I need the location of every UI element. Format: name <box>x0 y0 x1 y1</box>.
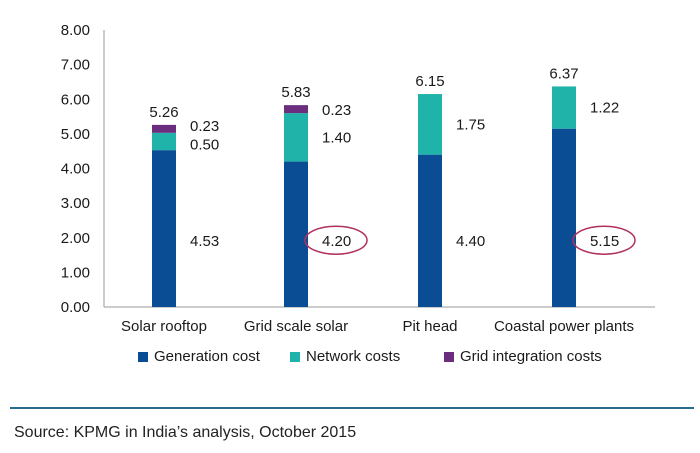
generation-cost-label: 4.20 <box>322 233 351 250</box>
bar-segment <box>284 105 308 114</box>
source-note: Source: KPMG in India’s analysis, Octobe… <box>14 424 357 441</box>
y-tick-label: 2.00 <box>61 230 90 247</box>
y-tick-label: 6.00 <box>61 91 90 108</box>
legend-swatch <box>444 352 454 362</box>
legend-label: Network costs <box>306 348 400 365</box>
total-label: 5.83 <box>281 84 310 101</box>
grid-integration-cost-label: 0.23 <box>322 102 351 119</box>
total-label: 6.15 <box>415 73 444 90</box>
legend-swatch <box>138 352 148 362</box>
bar-segment <box>418 154 442 307</box>
generation-cost-label: 4.40 <box>456 233 485 250</box>
x-category-label: Grid scale solar <box>244 318 348 335</box>
generation-cost-label: 4.53 <box>190 233 219 250</box>
x-category-label: Solar rooftop <box>121 318 207 335</box>
highlight-circle <box>304 225 368 255</box>
bar-segment <box>552 128 576 307</box>
y-tick-label: 5.00 <box>61 126 90 143</box>
network-cost-label: 1.40 <box>322 129 351 146</box>
y-tick-label: 0.00 <box>61 299 90 316</box>
y-tick-label: 1.00 <box>61 264 90 281</box>
bar-segment <box>284 113 308 162</box>
y-tick-label: 3.00 <box>61 195 90 212</box>
stacked-bar-chart: 0.00 1.00 2.00 3.00 4.00 5.00 6.00 7.00 8.00 Sola… <box>61 22 655 365</box>
total-label: 6.37 <box>549 65 578 82</box>
network-cost-label: 0.50 <box>190 136 219 153</box>
network-cost-label: 1.75 <box>456 116 485 133</box>
bar-segment <box>552 86 576 129</box>
y-tick-label: 7.00 <box>61 57 90 74</box>
y-tick-label: 8.00 <box>61 22 90 39</box>
grid-integration-cost-label: 0.23 <box>190 118 219 135</box>
highlight-circle <box>572 225 636 255</box>
total-label: 5.26 <box>149 104 178 121</box>
legend-label: Grid integration costs <box>460 348 602 365</box>
legend-label: Generation cost <box>154 348 261 365</box>
bar-segment <box>418 94 442 155</box>
y-tick-label: 4.00 <box>61 161 90 178</box>
x-category-label: Pit head <box>402 318 457 335</box>
source-divider <box>10 407 694 409</box>
x-category-label: Coastal power plants <box>494 318 634 335</box>
bar-segment <box>152 150 176 307</box>
generation-cost-label: 5.15 <box>590 233 619 250</box>
bar-segment <box>152 124 176 133</box>
legend-swatch <box>290 352 300 362</box>
bar-segment <box>152 132 176 151</box>
network-cost-label: 1.22 <box>590 100 619 117</box>
bar-segment <box>284 161 308 307</box>
